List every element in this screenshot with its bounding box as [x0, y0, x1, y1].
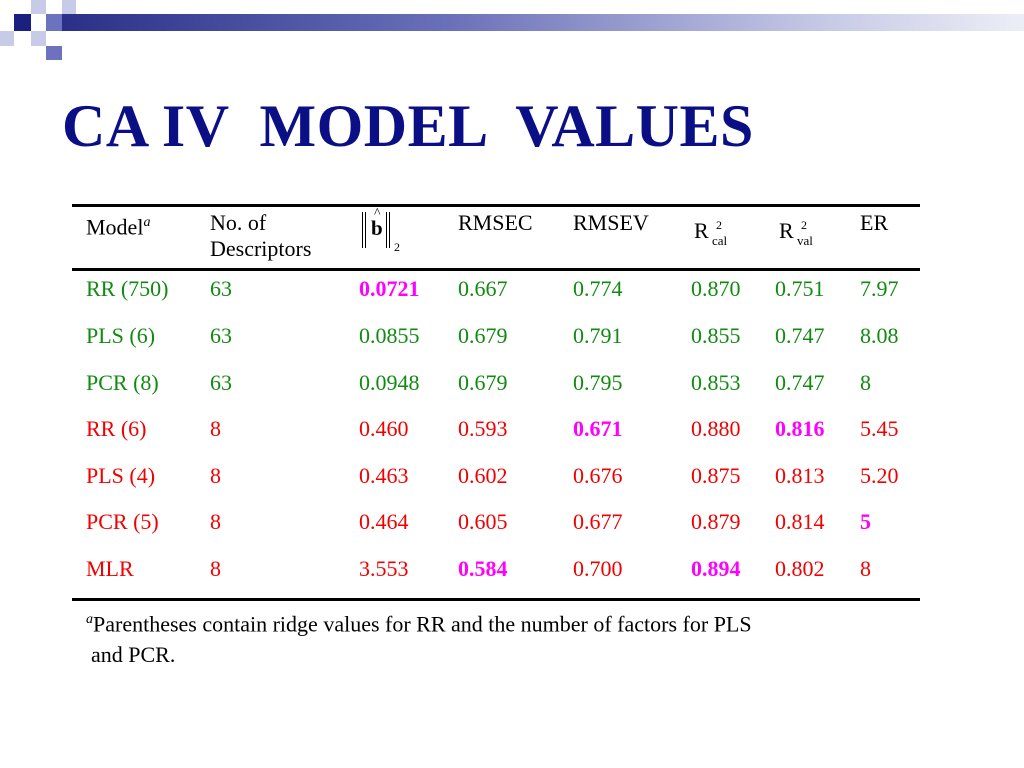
table-cell-rval: 0.816 — [775, 416, 825, 441]
table-cell-rmsec: 0.679 — [458, 370, 508, 395]
table-cell-rcal: 0.853 — [691, 370, 741, 395]
table-cell-rmsev: 0.676 — [573, 463, 623, 488]
header-descriptors: No. of Descriptors — [210, 210, 311, 262]
header-rmsev: RMSEV — [573, 210, 649, 235]
table-cell-norm: 0.463 — [359, 463, 409, 488]
table-cell-rcal: 0.880 — [691, 416, 741, 441]
corner-square-icon — [46, 46, 62, 60]
table-cell-model: PCR (5) — [86, 509, 159, 534]
norm-subscript: 2 — [394, 240, 400, 254]
table-cell-descriptors: 63 — [210, 370, 232, 395]
corner-square-icon — [0, 31, 14, 46]
header-er: ER — [860, 210, 889, 235]
table-cell-norm: 0.0855 — [359, 323, 420, 348]
header-gradient-bar — [62, 14, 1024, 31]
table-cell-model: PLS (4) — [86, 463, 156, 488]
footnote-text-line1: Parentheses contain ridge values for RR … — [93, 611, 752, 637]
table-cell-model: PCR (8) — [86, 370, 159, 395]
table-cell-er: 5 — [860, 509, 871, 534]
header-r2-val: R 2 val — [779, 218, 839, 254]
table-cell-model: MLR — [86, 556, 134, 581]
corner-square-icon — [62, 0, 76, 14]
table-cell-rval: 0.751 — [775, 276, 825, 301]
table-cell-rmsec: 0.605 — [458, 509, 508, 534]
table-header-rule — [72, 268, 920, 271]
table-cell-rmsec: 0.593 — [458, 416, 508, 441]
corner-square-icon — [31, 31, 46, 46]
hat-icon: ^ — [374, 206, 381, 221]
table-cell-rmsev: 0.774 — [573, 276, 623, 301]
table-cell-rval: 0.747 — [775, 323, 825, 348]
header-model-superscript: a — [143, 215, 151, 230]
table-cell-rcal: 0.894 — [691, 556, 741, 581]
rcal-superscript: 2 — [716, 218, 722, 232]
table-cell-er: 7.97 — [860, 276, 899, 301]
footnote-text-line2: and PCR. — [91, 642, 176, 668]
table-cell-descriptors: 63 — [210, 323, 232, 348]
table-cell-norm: 0.464 — [359, 509, 409, 534]
table-cell-rcal: 0.875 — [691, 463, 741, 488]
norm-right-bar-icon — [386, 212, 390, 248]
table-cell-rmsev: 0.677 — [573, 509, 623, 534]
rval-base: R — [779, 218, 794, 243]
table-cell-descriptors: 63 — [210, 276, 232, 301]
rval-superscript: 2 — [801, 218, 807, 232]
table-cell-er: 5.20 — [860, 463, 899, 488]
header-rmsec: RMSEC — [458, 210, 533, 235]
table-cell-rval: 0.747 — [775, 370, 825, 395]
table-cell-model: PLS (6) — [86, 323, 156, 348]
table-cell-rmsec: 0.667 — [458, 276, 508, 301]
corner-square-icon — [46, 14, 62, 31]
header-descriptors-line2: Descriptors — [210, 236, 312, 261]
header-model: Modela — [86, 210, 150, 240]
header-coefficient-norm: b ^ 2 — [362, 206, 412, 254]
header-r2-cal: R 2 cal — [694, 218, 754, 254]
table-top-rule — [72, 204, 920, 207]
table-cell-descriptors: 8 — [210, 463, 221, 488]
table-cell-rmsev: 0.791 — [573, 323, 623, 348]
table-cell-descriptors: 8 — [210, 509, 221, 534]
corner-square-icon — [14, 14, 31, 31]
table-cell-rval: 0.814 — [775, 509, 825, 534]
table-footnote: aParentheses contain ridge values for RR… — [86, 604, 926, 670]
table-cell-er: 8.08 — [860, 323, 899, 348]
table-cell-norm: 0.0721 — [359, 276, 420, 301]
header-descriptors-line1: No. of — [210, 210, 267, 235]
table-cell-rmsec: 0.602 — [458, 463, 508, 488]
corner-square-icon — [31, 0, 46, 14]
decorative-header — [0, 0, 1024, 60]
table-cell-rmsec: 0.679 — [458, 323, 508, 348]
table-cell-norm: 0.0948 — [359, 370, 420, 395]
norm-left-bar-icon — [362, 212, 366, 248]
page-title: CA IV MODEL VALUES — [62, 93, 754, 159]
table-cell-descriptors: 8 — [210, 556, 221, 581]
table-cell-er: 8 — [860, 556, 871, 581]
rcal-base: R — [694, 218, 709, 243]
footnote-line1: aParentheses contain ridge values for RR… — [86, 604, 926, 639]
table-cell-rcal: 0.879 — [691, 509, 741, 534]
table-cell-model: RR (750) — [86, 276, 169, 301]
norm-symbol: b — [371, 216, 383, 240]
table-bottom-rule — [72, 598, 920, 601]
table-cell-rmsec: 0.584 — [458, 556, 508, 581]
table-cell-rcal: 0.855 — [691, 323, 741, 348]
table-cell-rval: 0.813 — [775, 463, 825, 488]
table-cell-er: 5.45 — [860, 416, 899, 441]
table-cell-rcal: 0.870 — [691, 276, 741, 301]
table-cell-rmsev: 0.795 — [573, 370, 623, 395]
footnote-marker: a — [86, 612, 93, 627]
header-model-label: Model — [86, 214, 144, 240]
rcal-subscript: cal — [712, 233, 728, 248]
table-cell-norm: 0.460 — [359, 416, 409, 441]
table-cell-descriptors: 8 — [210, 416, 221, 441]
table-cell-rval: 0.802 — [775, 556, 825, 581]
table-cell-model: RR (6) — [86, 416, 147, 441]
table-cell-norm: 3.553 — [359, 556, 409, 581]
table-cell-er: 8 — [860, 370, 871, 395]
rval-subscript: val — [797, 233, 813, 248]
table-cell-rmsev: 0.700 — [573, 556, 623, 581]
table-cell-rmsev: 0.671 — [573, 416, 623, 441]
